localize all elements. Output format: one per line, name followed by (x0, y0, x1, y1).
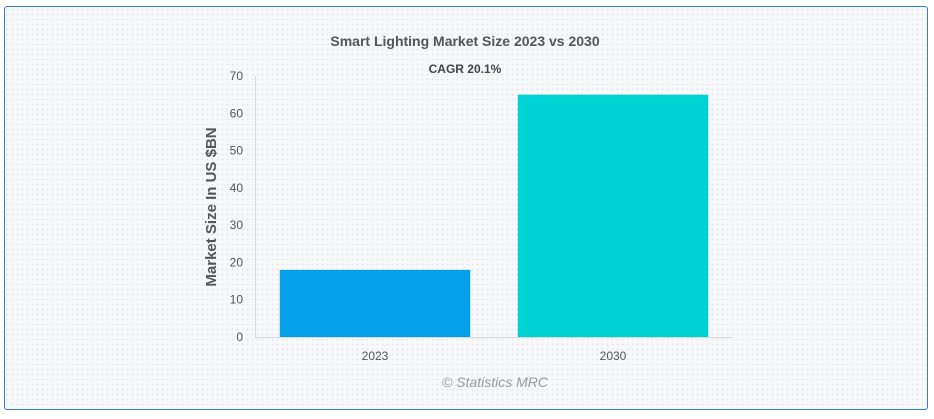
y-tick-label: 40 (230, 181, 244, 195)
y-tick-label: 50 (230, 144, 244, 158)
credit-text: © Statistics MRC (442, 374, 549, 390)
bar-2030 (517, 94, 709, 338)
chart-subtitle: CAGR 20.1% (429, 62, 502, 76)
y-tick-label: 10 (230, 293, 244, 307)
y-tick-labels: 0 10 20 30 40 50 60 70 (230, 69, 244, 344)
x-tick-label: 2023 (362, 349, 389, 363)
chart-frame (4, 6, 928, 410)
bars (279, 94, 709, 338)
y-tick-label: 30 (230, 218, 244, 232)
chart-title: Smart Lighting Market Size 2023 vs 2030 (330, 33, 599, 49)
x-tick-labels: 2023 2030 (362, 349, 627, 363)
y-tick-label: 0 (236, 330, 243, 344)
bar-2023 (279, 269, 471, 337)
y-tick-label: 20 (230, 255, 244, 269)
y-tick-label: 60 (230, 106, 244, 120)
y-tick-label: 70 (230, 69, 244, 83)
y-axis-label: Market Size In US $BN (203, 127, 220, 286)
x-tick-label: 2030 (600, 349, 627, 363)
